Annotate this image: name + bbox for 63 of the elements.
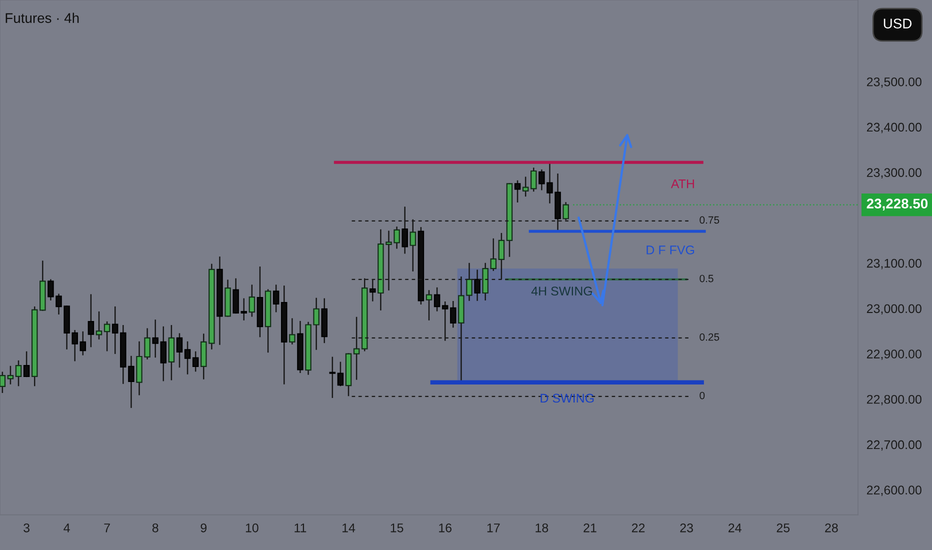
y-tick-label: 23,300.00	[866, 168, 922, 178]
candlestick	[248, 284, 256, 317]
candlestick	[490, 238, 497, 271]
candlestick	[329, 356, 336, 398]
annotation: 0.25	[700, 333, 720, 341]
candlestick	[272, 284, 280, 312]
candlestick	[434, 287, 440, 312]
x-tick-label: 8	[152, 523, 158, 532]
candlestick	[160, 326, 167, 382]
candlestick	[152, 320, 158, 358]
x-tick-label: 25	[776, 523, 790, 532]
x-tick-label: 11	[294, 524, 306, 532]
candlestick	[530, 168, 537, 192]
ref-line-label: ATH	[670, 180, 694, 188]
x-tick-label: 28	[825, 523, 838, 532]
x-tick-label: 16	[439, 523, 452, 532]
annotation: 0.5	[700, 274, 714, 282]
text: USD	[884, 18, 912, 28]
x-tick-label: 10	[246, 523, 258, 532]
candlestick	[88, 294, 94, 348]
annotation: 0.75	[700, 216, 720, 224]
ref-line-label: D F FVG	[646, 246, 694, 254]
candlestick	[289, 318, 296, 344]
candlestick	[450, 301, 456, 328]
x-tick-label: 15	[390, 524, 404, 532]
x-tick-label: 23	[680, 523, 693, 532]
x-tick-label: 9	[200, 523, 207, 532]
candlestick	[104, 321, 110, 352]
y-tick-label: 23,000.00	[866, 304, 922, 315]
candlestick	[112, 306, 118, 354]
x-tick-label: 7	[104, 524, 110, 532]
candlestick	[176, 333, 183, 368]
x-tick-label: 3	[24, 523, 30, 532]
x-tick-label: 22	[632, 523, 645, 532]
candlestick	[514, 180, 521, 202]
y-tick-label: 23,100.00	[866, 258, 922, 270]
y-tick-label: 23,500.00	[866, 77, 922, 88]
candlestick	[23, 351, 30, 378]
candlestick	[80, 331, 86, 356]
candlestick	[0, 372, 6, 393]
y-tick-label: 22,800.00	[866, 394, 922, 406]
y-tick-label: 22,900.00	[866, 350, 922, 360]
ref-line-label: 23,228.50	[866, 198, 928, 211]
x-tick-label: 17	[487, 524, 500, 532]
candlestick	[184, 341, 191, 374]
candlestick	[522, 176, 529, 197]
x-tick-label: 18	[536, 523, 548, 532]
y-tick-label: 22,600.00	[866, 486, 922, 496]
x-tick-label: 14	[342, 524, 356, 532]
y-tick-label: 22,700.00	[866, 440, 922, 451]
text: Futures · 4h	[6, 12, 79, 23]
candlestick	[337, 362, 344, 386]
x-tick-label: 24	[728, 523, 742, 532]
annotation: 0	[700, 392, 705, 400]
x-tick-label: 21	[584, 523, 596, 532]
candlestick	[426, 290, 432, 320]
y-tick-label: 23,400.00	[866, 122, 922, 134]
ref-line-label: 4H SWING	[531, 286, 592, 296]
candlestick	[96, 311, 102, 340]
candlestick	[15, 360, 22, 386]
candlestick	[192, 351, 199, 372]
candlestick	[7, 366, 14, 384]
x-tick-label: 4	[64, 524, 70, 532]
